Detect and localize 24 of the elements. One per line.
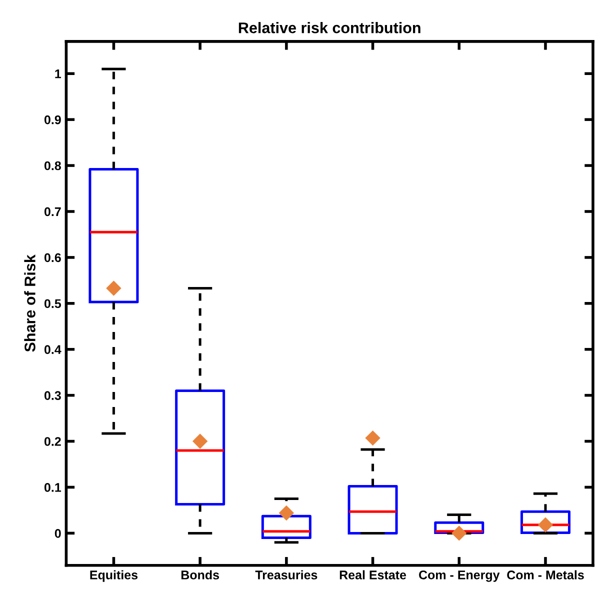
y-tick-label: 0.1 (44, 483, 62, 492)
y-tick-label: 0.2 (44, 437, 61, 446)
y-tick-label: 0.3 (44, 391, 61, 400)
chart-title: Relative risk contribution (238, 22, 420, 34)
y-tick-label: 0 (54, 528, 61, 538)
x-tick-label: Real Estate (340, 570, 406, 580)
point (278, 505, 294, 521)
y-tick-label: 0.6 (44, 253, 61, 262)
point (452, 526, 467, 541)
x-tick-label: Bonds (181, 570, 219, 580)
y-tick-label: 0.9 (44, 115, 61, 124)
y-tick-label: 1 (55, 70, 62, 78)
y-tick-label: 0.7 (44, 207, 61, 216)
x-tick-label: Com - Energy (419, 570, 500, 582)
x-tick-label: Com - Metals (507, 570, 584, 580)
y-tick-label: 0.4 (44, 345, 62, 354)
x-tick-label: Equities (90, 570, 138, 582)
y-axis-title: Share of Risk (24, 254, 36, 352)
y-tick-label: 0.8 (44, 161, 61, 170)
point (106, 280, 122, 296)
point (192, 434, 208, 449)
point (365, 430, 380, 446)
x-tick-label: Treasuries (255, 570, 318, 580)
y-tick-label: 0.5 (44, 299, 62, 308)
